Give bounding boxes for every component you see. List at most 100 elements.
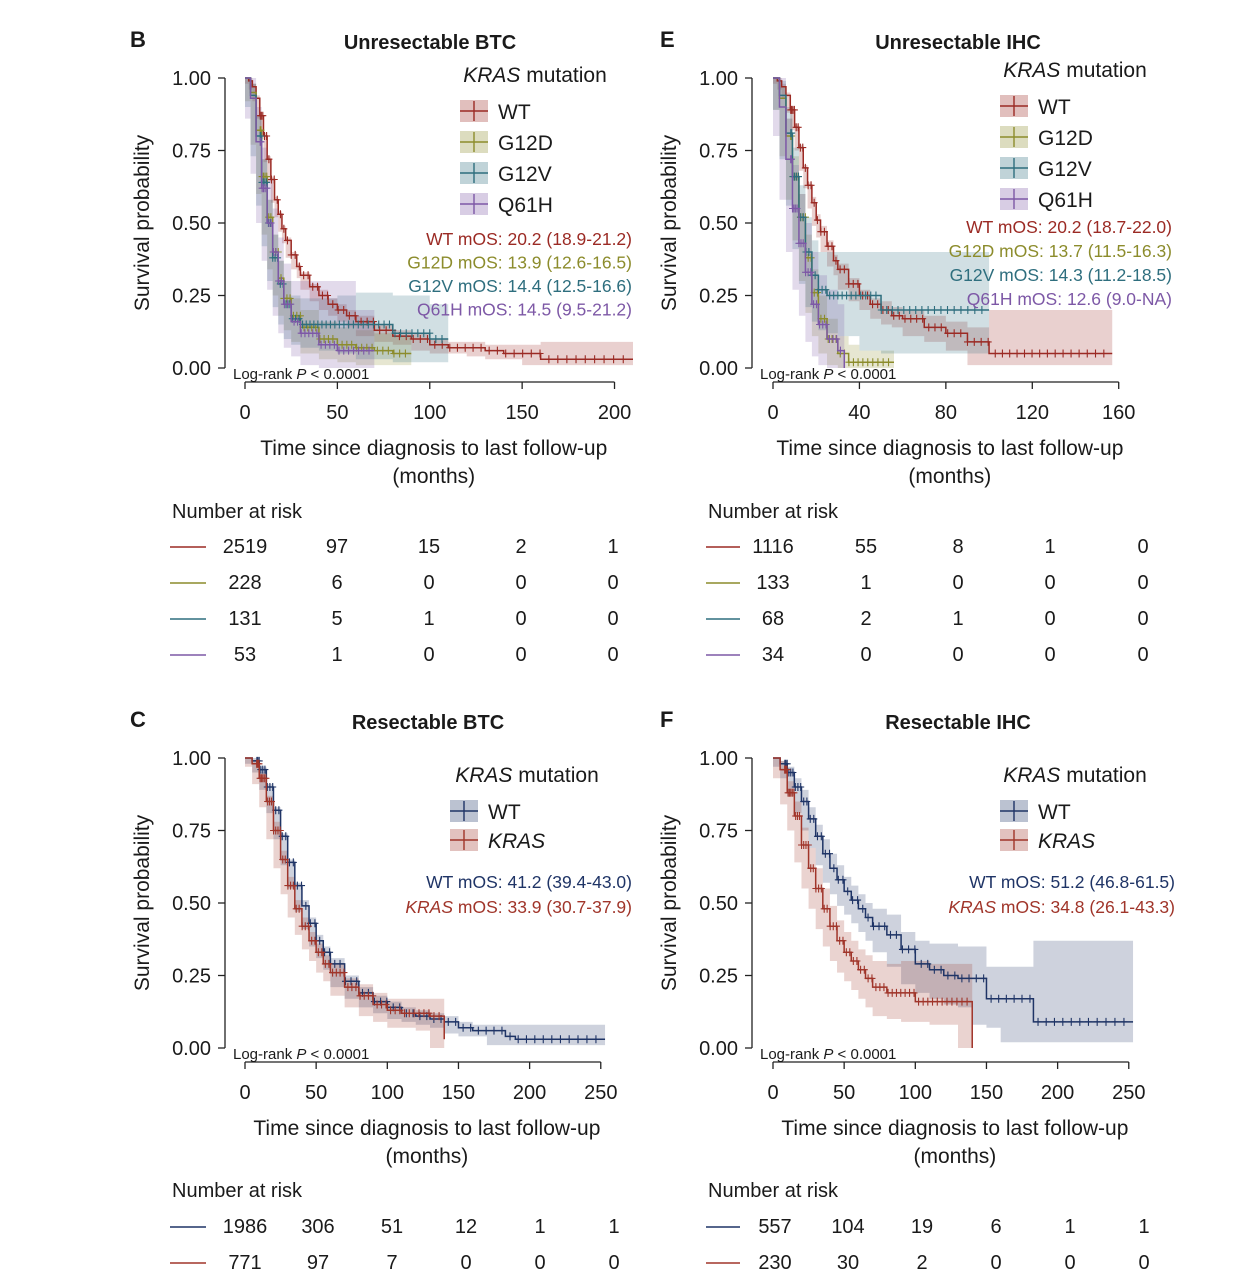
legend-marker-kras: [1000, 830, 1028, 850]
censor-mark: [892, 930, 900, 939]
censor-mark: [937, 323, 945, 332]
logrank-p: P: [823, 366, 833, 383]
censor-mark: [788, 129, 796, 138]
legend-title-gene: KRAS: [455, 764, 512, 787]
x-tick-label: 250: [1112, 1082, 1145, 1104]
censor-mark: [527, 349, 535, 358]
censor-mark: [930, 965, 938, 974]
x-tick-label: 100: [413, 402, 446, 424]
censor-mark: [261, 765, 269, 774]
censor-mark: [493, 346, 501, 355]
x-tick-label: 0: [767, 1082, 778, 1104]
censor-mark: [348, 340, 356, 349]
legend-label-g12v: G12V: [498, 163, 552, 186]
censor-mark: [425, 1009, 433, 1018]
censor-mark: [1042, 1017, 1050, 1026]
censor-mark: [918, 306, 926, 314]
censor-mark: [502, 349, 510, 358]
risk-count: 6: [990, 1216, 1001, 1238]
censor-mark: [1059, 1017, 1067, 1026]
mos-value: mOS: 33.9 (30.7-37.9): [453, 897, 632, 917]
censor-mark: [295, 904, 303, 913]
risk-table-title: Number at risk: [708, 501, 839, 523]
censor-mark: [304, 271, 312, 280]
risk-table-title: Number at risk: [172, 1180, 303, 1202]
censor-mark: [794, 172, 802, 181]
censor-mark: [886, 930, 894, 939]
censor-mark: [482, 1026, 490, 1035]
censor-mark: [1026, 994, 1034, 1003]
censor-mark: [408, 329, 416, 338]
risk-count: 1: [607, 536, 618, 558]
mos-annotation-q61h: Q61H mOS: 12.6 (9.0-NA): [967, 289, 1172, 309]
legend-marker-q61h: [1000, 189, 1028, 209]
censor-mark: [839, 936, 847, 945]
legend-title: KRAS mutation: [1003, 764, 1147, 787]
censor-mark: [416, 335, 424, 343]
censor-mark: [906, 306, 914, 314]
y-tick-label: 0.50: [172, 893, 211, 915]
censor-mark: [977, 337, 985, 346]
y-tick-label: 1.00: [699, 68, 738, 90]
logrank-text: Log-rank P < 0.0001: [760, 366, 896, 383]
x-tick-label: 150: [970, 1082, 1003, 1104]
censor-mark: [519, 349, 527, 358]
logrank-text: Log-rank P < 0.0001: [233, 366, 369, 383]
censor-mark: [287, 300, 295, 309]
risk-count: 8: [952, 536, 963, 558]
x-tick-label: 200: [598, 402, 631, 424]
y-tick-label: 0.50: [699, 893, 738, 915]
x-tick-label: 50: [305, 1082, 327, 1104]
logrank-suffix: < 0.0001: [833, 1046, 896, 1063]
censor-mark: [548, 1035, 556, 1044]
censor-mark: [330, 340, 338, 349]
censor-mark: [591, 355, 599, 364]
censor-mark: [376, 326, 384, 335]
censor-mark: [810, 814, 818, 823]
risk-count: 1116: [752, 536, 794, 558]
mos-annotation-wt: WT mOS: 20.2 (18.9-21.2): [426, 229, 632, 249]
censor-mark: [353, 977, 361, 986]
mos-gene: KRAS: [948, 897, 996, 917]
censor-mark: [809, 864, 817, 873]
censor-mark: [262, 774, 270, 783]
censor-mark: [1002, 994, 1010, 1003]
y-tick-label: 0.00: [699, 358, 738, 380]
risk-count: 1: [1044, 536, 1055, 558]
mos-annotation-kras: KRAS mOS: 34.8 (26.1-43.3): [948, 897, 1175, 917]
mos-gene: KRAS: [405, 897, 453, 917]
legend-title-gene: KRAS: [463, 64, 520, 87]
y-axis-label: Survival probability: [658, 814, 681, 991]
censor-mark: [522, 1035, 530, 1044]
censor-mark: [325, 959, 333, 968]
censor-mark: [257, 137, 265, 146]
censor-mark: [311, 936, 319, 945]
censor-mark: [556, 1035, 564, 1044]
censor-mark: [1021, 349, 1028, 358]
risk-count: 53: [234, 644, 256, 666]
censor-mark: [336, 959, 344, 968]
risk-count: 0: [990, 1252, 1001, 1274]
censor-mark: [592, 1035, 600, 1044]
y-tick-label: 0.25: [172, 966, 211, 988]
censor-mark: [972, 974, 980, 983]
x-tick-label: 50: [326, 402, 348, 424]
censor-mark: [565, 1035, 573, 1044]
risk-count: 30: [837, 1252, 859, 1274]
risk-count: 97: [326, 536, 348, 558]
risk-count: 0: [515, 572, 526, 594]
censor-mark: [950, 329, 958, 338]
censor-mark: [1067, 349, 1075, 358]
censor-mark: [917, 959, 925, 968]
risk-count: 0: [952, 644, 963, 666]
legend-label-wt: WT: [1038, 801, 1071, 824]
censor-mark: [822, 285, 830, 294]
censor-mark: [282, 832, 290, 841]
risk-table-title: Number at risk: [708, 1180, 839, 1202]
legend-marker-g12v: [1000, 158, 1028, 178]
x-tick-label: 200: [1041, 1082, 1074, 1104]
censor-mark: [365, 346, 373, 355]
x-tick-label: 250: [584, 1082, 617, 1104]
x-tick-label: 120: [1016, 402, 1049, 424]
